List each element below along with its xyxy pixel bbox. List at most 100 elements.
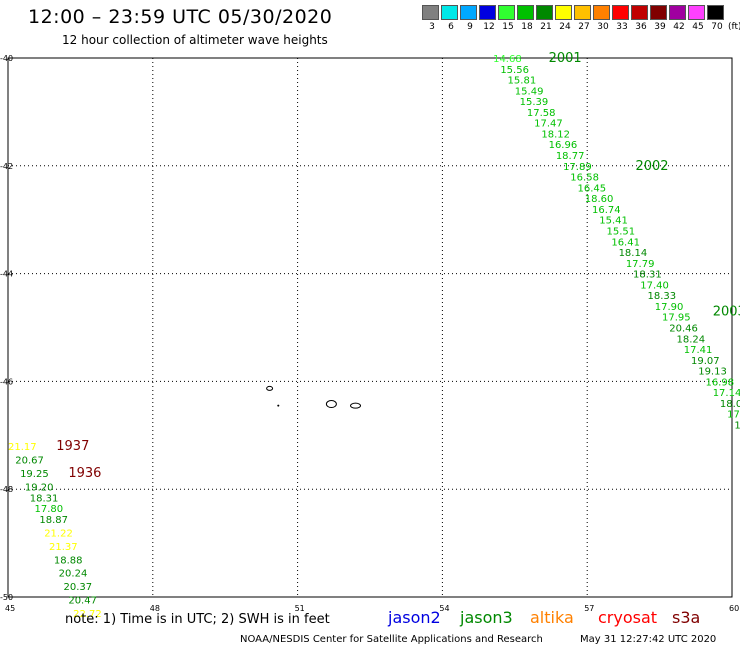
- legend-label: 33: [616, 22, 628, 32]
- legend-swatch: [555, 5, 572, 20]
- legend-label: 6: [448, 22, 454, 32]
- wave-height-value: 18.21: [734, 421, 740, 432]
- footer-credit: NOAA/NESDIS Center for Satellite Applica…: [240, 634, 543, 645]
- legend-swatch: [536, 5, 553, 20]
- legend-label: 45: [692, 22, 704, 32]
- wave-height-value: 20.46: [669, 324, 698, 335]
- lon-tick-label: 45: [5, 604, 15, 613]
- wave-height-value: 20.24: [59, 569, 88, 580]
- legend-swatch: [612, 5, 629, 20]
- wave-height-value: 15.51: [607, 226, 636, 237]
- wave-height-value: 18.33: [648, 291, 677, 302]
- wave-height-value: 16.41: [611, 237, 640, 248]
- legend-label: 70: [711, 22, 723, 32]
- legend-label: 3: [429, 22, 435, 32]
- wave-height-value: 17.41: [684, 345, 713, 356]
- wave-height-value: 18.88: [54, 555, 83, 566]
- wave-height-value: 21.17: [8, 442, 37, 453]
- legend-swatch: [498, 5, 515, 20]
- wave-height-value: 17.58: [527, 108, 556, 119]
- legend-swatch: [517, 5, 534, 20]
- wave-height-value: 21.22: [44, 528, 73, 539]
- wave-height-value: 19.07: [691, 356, 720, 367]
- lat-tick-label: -42: [0, 162, 13, 171]
- track-time-label: 2002: [635, 159, 668, 174]
- footer-note: note: 1) Time is in UTC; 2) SWH is in fe…: [65, 612, 330, 627]
- legend-swatch: [707, 5, 724, 20]
- lon-tick-label: 48: [150, 604, 160, 613]
- legend-swatch: [422, 5, 439, 20]
- wave-height-value: 18.60: [585, 194, 614, 205]
- legend-label: 24: [559, 22, 571, 32]
- wave-height-value: 20.47: [68, 596, 97, 607]
- wave-height-value: 19.20: [25, 483, 54, 494]
- wave-height-value: 18.14: [619, 248, 648, 259]
- track-time-label: 2003: [713, 304, 740, 319]
- wave-height-value: 17.80: [35, 504, 64, 515]
- legend-label: 42: [673, 22, 685, 32]
- track-time-label: 1936: [68, 466, 101, 481]
- wave-height-value: 17.90: [655, 302, 684, 313]
- lat-tick-label: -40: [0, 54, 13, 63]
- legend-swatch: [688, 5, 705, 20]
- satellite-name: cryosat: [598, 608, 658, 627]
- legend-swatch: [669, 5, 686, 20]
- legend-swatch: [593, 5, 610, 20]
- wave-height-value: 18.87: [39, 515, 68, 526]
- wave-height-value: 17.86: [727, 410, 740, 421]
- island-outline: [266, 385, 274, 391]
- lon-tick-label: 54: [439, 604, 449, 613]
- wave-height-value: 18.31: [30, 493, 59, 504]
- wave-height-value: 16.58: [570, 173, 599, 184]
- satellite-name: s3a: [672, 608, 701, 627]
- wave-height-value: 16.98: [705, 377, 734, 388]
- track-time-label: 1937: [56, 439, 89, 454]
- lat-tick-label: -48: [0, 485, 13, 494]
- satellite-name: jason3: [460, 608, 513, 627]
- legend-label: 18: [521, 22, 533, 32]
- wave-height-value: 17.14: [713, 388, 740, 399]
- legend-swatch: [631, 5, 648, 20]
- wave-height-value: 18.07: [720, 399, 740, 410]
- legend-swatch: [574, 5, 591, 20]
- legend-label: 36: [635, 22, 647, 32]
- wave-height-value: 17.89: [563, 162, 592, 173]
- wave-height-value: 20.37: [64, 582, 93, 593]
- wave-height-value: 18.31: [633, 270, 662, 281]
- wave-height-value: 15.39: [520, 97, 549, 108]
- wave-height-value: 15.81: [508, 76, 537, 87]
- lat-tick-label: -46: [0, 377, 13, 386]
- legend-label: 9: [467, 22, 473, 32]
- lat-tick-label: -50: [0, 593, 13, 602]
- legend-label: 12: [483, 22, 495, 32]
- island-outline: [277, 404, 280, 407]
- footer-timestamp: May 31 12:27:42 UTC 2020: [580, 634, 717, 645]
- satellite-name: altika: [530, 608, 574, 627]
- wave-height-value: 22.72: [73, 609, 102, 620]
- wave-height-value: 17.47: [534, 119, 563, 130]
- wave-height-value: 17.95: [662, 313, 691, 324]
- wave-height-value: 17.79: [626, 259, 655, 270]
- wave-height-value: 16.74: [592, 205, 621, 216]
- wave-height-value: 18.12: [541, 129, 570, 140]
- wave-height-value: 20.67: [15, 456, 44, 467]
- legend-label: 21: [540, 22, 552, 32]
- legend-label: 30: [597, 22, 609, 32]
- island-outline: [325, 400, 337, 409]
- track-time-label: 2001: [549, 51, 582, 66]
- map-frame: [7, 57, 733, 598]
- lon-tick-label: 57: [584, 604, 594, 613]
- legend-swatch: [479, 5, 496, 20]
- wave-height-value: 16.45: [578, 183, 607, 194]
- legend-label: 15: [502, 22, 514, 32]
- wave-height-value: 15.41: [599, 216, 628, 227]
- satellite-name: jason2: [388, 608, 441, 627]
- legend-unit: (ft): [728, 22, 740, 32]
- legend-label: 39: [654, 22, 666, 32]
- wave-height-value: 19.25: [20, 469, 49, 480]
- map-title: 12:00 – 23:59 UTC 05/30/2020: [28, 6, 333, 28]
- wave-height-value: 15.49: [515, 86, 544, 97]
- legend-swatch: [650, 5, 667, 20]
- wave-height-value: 16.96: [549, 140, 578, 151]
